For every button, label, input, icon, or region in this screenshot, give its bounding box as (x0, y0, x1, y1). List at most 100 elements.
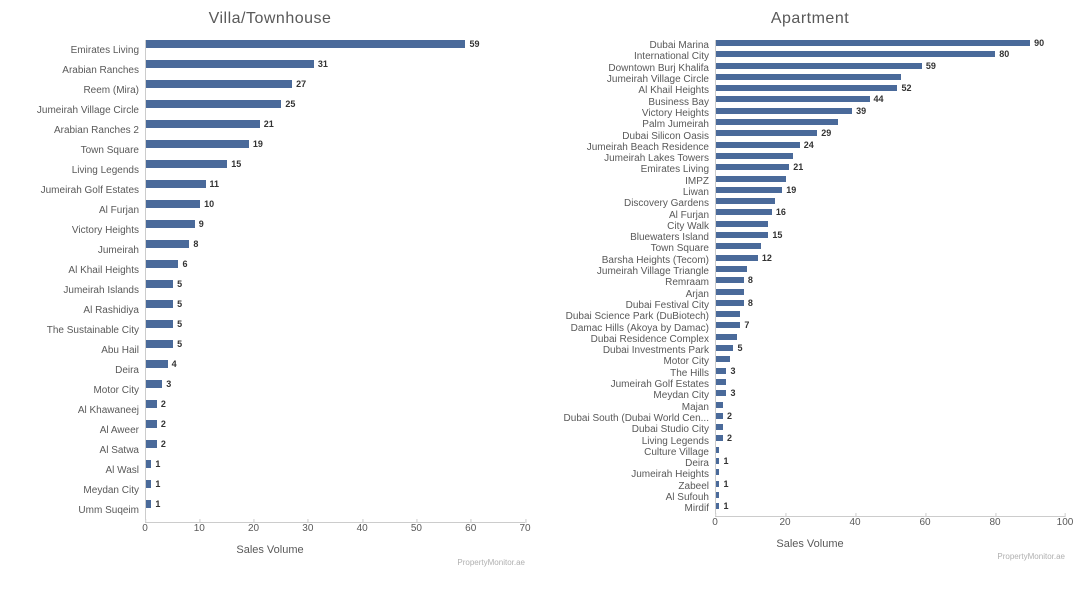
category-label: Jumeirah Lakes Towers (555, 153, 715, 164)
category-label: Emirates Living (15, 45, 145, 56)
bar: 25 (146, 100, 281, 108)
bar-row: Al Khawaneej2 (15, 400, 525, 420)
category-label: Culture Village (555, 447, 715, 458)
bar-value-label: 2 (723, 411, 732, 421)
bar-track (715, 447, 1065, 458)
bar-row: Living Legends2 (555, 435, 1065, 446)
bar: 5 (716, 345, 733, 351)
bar-row: Al Khail Heights52 (555, 85, 1065, 96)
bar: 1 (146, 500, 151, 508)
bar-track: 1 (145, 480, 525, 500)
bar-row: Meydan City1 (15, 480, 525, 500)
bar-value-label: 10 (200, 199, 214, 209)
bar-row: Jumeirah Lakes Towers (555, 153, 1065, 164)
bar-value-label: 3 (726, 388, 735, 398)
bar-track (715, 402, 1065, 413)
category-label: Al Khail Heights (15, 265, 145, 276)
bar: 10 (146, 200, 200, 208)
bar-track: 21 (145, 120, 525, 140)
category-label: Emirates Living (555, 164, 715, 175)
bar-value-label: 59 (465, 39, 479, 49)
bar-row: Bluewaters Island15 (555, 232, 1065, 243)
category-label: Deira (15, 365, 145, 376)
bar-track: 1 (715, 481, 1065, 492)
bar-row: Liwan19 (555, 187, 1065, 198)
category-label: Downtown Burj Khalifa (555, 63, 715, 74)
bar: 15 (716, 232, 768, 238)
category-label: Jumeirah Beach Residence (555, 142, 715, 153)
bar-track: 1 (715, 458, 1065, 469)
category-label: Jumeirah Village Circle (15, 105, 145, 116)
bar-row: Dubai Festival City8 (555, 300, 1065, 311)
bar (716, 266, 747, 272)
bar (716, 119, 838, 125)
bar-value-label: 1 (719, 456, 728, 466)
bar-row: Remraam8 (555, 277, 1065, 288)
bar (716, 492, 719, 498)
bar-row: Jumeirah Golf Estates11 (15, 180, 525, 200)
bar-row: Al Wasl1 (15, 460, 525, 480)
apartment-attribution: PropertyMonitor.ae (555, 552, 1065, 561)
bar-track: 8 (145, 240, 525, 260)
bar-track: 3 (715, 368, 1065, 379)
bar-row: The Sustainable City5 (15, 320, 525, 340)
bar-track (715, 289, 1065, 300)
bar-value-label: 6 (178, 259, 187, 269)
x-tick: 100 (1057, 517, 1074, 528)
bar-row: Emirates Living21 (555, 164, 1065, 175)
bar-row: Meydan City3 (555, 390, 1065, 401)
category-label: Town Square (15, 145, 145, 156)
category-label: Al Aweer (15, 425, 145, 436)
category-label: City Walk (555, 221, 715, 232)
bar-track: 2 (145, 420, 525, 440)
category-label: Al Khail Heights (555, 85, 715, 96)
category-label: Al Wasl (15, 465, 145, 476)
bar-row: Deira1 (555, 458, 1065, 469)
bar-value-label: 24 (800, 140, 814, 150)
bar-row: International City80 (555, 51, 1065, 62)
bar-track (715, 379, 1065, 390)
category-label: Al Satwa (15, 445, 145, 456)
bar-row: Arabian Ranches31 (15, 60, 525, 80)
x-tick: 50 (411, 523, 422, 534)
category-label: Motor City (15, 385, 145, 396)
category-label: Reem (Mira) (15, 85, 145, 96)
bar-value-label: 21 (260, 119, 274, 129)
bar-row: Jumeirah Village Triangle (555, 266, 1065, 277)
bar: 39 (716, 108, 852, 114)
bar-track: 2 (145, 440, 525, 460)
category-label: Damac Hills (Akoya by Damac) (555, 323, 715, 334)
bar (716, 153, 793, 159)
category-label: Discovery Gardens (555, 198, 715, 209)
x-tick: 20 (779, 517, 790, 528)
bar: 3 (146, 380, 162, 388)
bar-value-label: 11 (206, 179, 220, 189)
bar-value-label: 1 (151, 479, 160, 489)
bar-value-label: 8 (744, 275, 753, 285)
bar-row: Al Furjan16 (555, 209, 1065, 220)
bar-value-label: 5 (733, 343, 742, 353)
bar-value-label: 25 (281, 99, 295, 109)
bar: 2 (716, 435, 723, 441)
bar-track: 8 (715, 277, 1065, 288)
bar-value-label: 8 (189, 239, 198, 249)
bar-track: 19 (145, 140, 525, 160)
category-label: Town Square (555, 243, 715, 254)
bar (716, 334, 737, 340)
bar-track: 21 (715, 164, 1065, 175)
bar-row: Jumeirah8 (15, 240, 525, 260)
bar-value-label: 59 (922, 61, 936, 71)
category-label: Majan (555, 402, 715, 413)
bar-value-label: 27 (292, 79, 306, 89)
bar (716, 221, 768, 227)
bar-value-label: 5 (173, 299, 182, 309)
bar-track (715, 311, 1065, 322)
bar-row: Arabian Ranches 221 (15, 120, 525, 140)
category-label: Liwan (555, 187, 715, 198)
category-label: Motor City (555, 356, 715, 367)
bar-value-label: 15 (768, 230, 782, 240)
bar-row: Jumeirah Heights (555, 469, 1065, 480)
category-label: Dubai Science Park (DuBiotech) (555, 311, 715, 322)
category-label: Dubai Investments Park (555, 345, 715, 356)
category-label: Dubai Silicon Oasis (555, 131, 715, 142)
